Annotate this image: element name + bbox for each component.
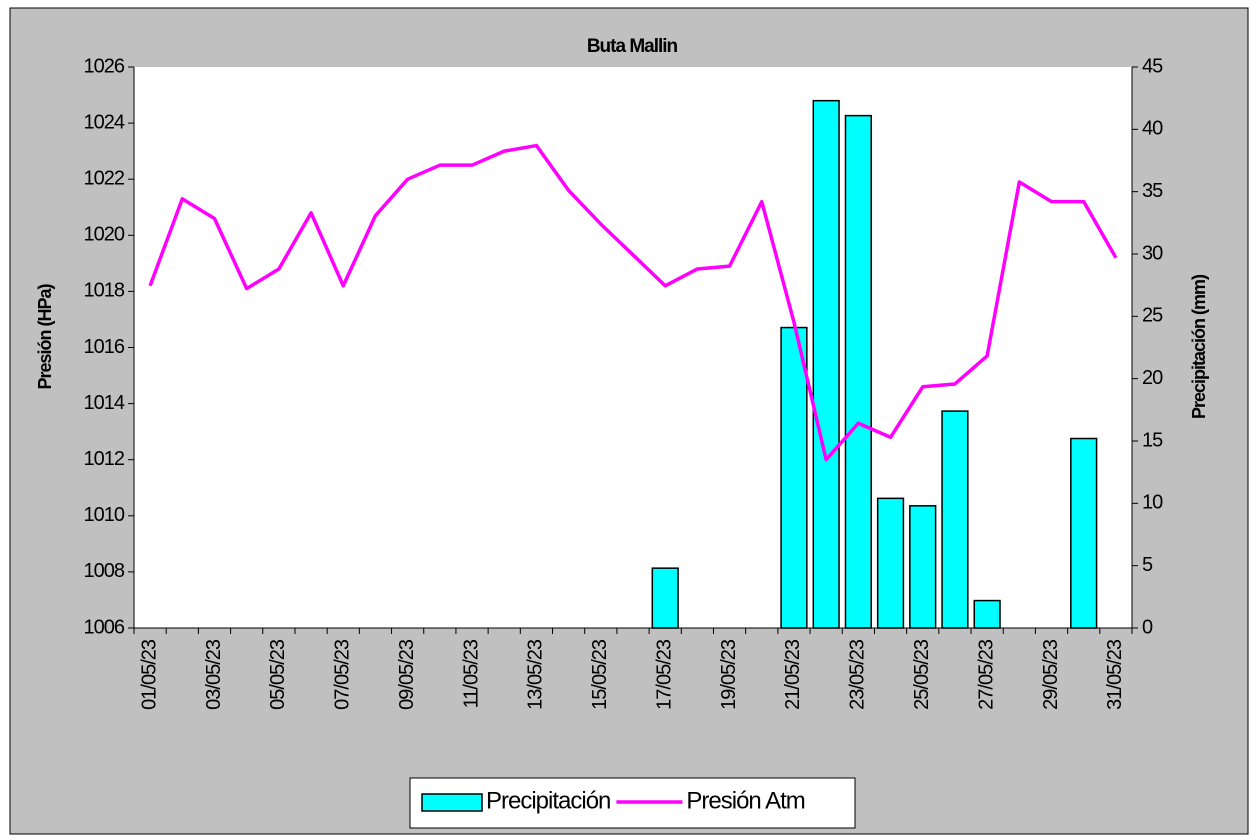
y2-tick-label: 40 [1142, 118, 1163, 140]
legend-label: Presión Atm [686, 787, 804, 814]
y2-tick-label: 15 [1142, 429, 1163, 451]
bar [973, 599, 1001, 629]
x-tick-label: 11/05/23 [460, 639, 482, 708]
x-tick-label: 31/05/23 [1104, 639, 1126, 710]
y2-axis-title: Precipitación (mm) [1189, 274, 1209, 419]
x-tick-label: 23/05/23 [847, 639, 869, 710]
x-tick-label: 19/05/23 [718, 639, 740, 710]
bar [876, 497, 905, 629]
y2-tick-label: 5 [1142, 554, 1153, 576]
x-tick-label: 13/05/23 [525, 639, 547, 710]
x-tick-label: 29/05/23 [1040, 639, 1062, 710]
bar [941, 410, 969, 629]
y-tick-label: 1022 [84, 167, 125, 189]
bar [1070, 437, 1098, 629]
y-tick-label: 1016 [84, 336, 125, 358]
legend-label: Precipitación [486, 787, 610, 814]
y-tick-label: 1006 [84, 616, 125, 638]
x-tick-label: 03/05/23 [203, 639, 225, 710]
y2-tick-label: 25 [1142, 305, 1163, 327]
x-tick-label: 27/05/23 [975, 639, 997, 710]
y2-tick-label: 0 [1142, 616, 1153, 638]
x-tick-label: 15/05/23 [589, 639, 611, 710]
x-tick-label: 25/05/23 [911, 639, 933, 710]
bar [812, 99, 840, 629]
x-tick-label: 09/05/23 [396, 639, 418, 710]
chart-title: Buta Mallin [587, 36, 678, 57]
y-tick-label: 1018 [84, 280, 125, 302]
y-axis-title: Presión (HPa) [35, 283, 55, 389]
y2-tick-label: 30 [1142, 242, 1163, 264]
line [148, 143, 1118, 462]
x-tick-label: 01/05/23 [138, 639, 160, 710]
y2-tick-label: 35 [1142, 180, 1163, 202]
y2-tick-label: 45 [1142, 55, 1163, 77]
y-tick-label: 1014 [84, 392, 125, 414]
y-tick-label: 1024 [84, 111, 125, 133]
y-tick-label: 1008 [84, 560, 125, 582]
bar [651, 567, 679, 629]
legend-swatch [421, 793, 483, 812]
y-tick-label: 1020 [84, 224, 125, 246]
x-tick-label: 21/05/23 [782, 639, 804, 710]
plot-area [134, 67, 1132, 628]
y2-tick-label: 20 [1142, 367, 1163, 389]
bar [844, 114, 872, 629]
y-tick-label: 1026 [84, 55, 125, 77]
y2-tick-label: 10 [1142, 492, 1163, 514]
x-tick-label: 07/05/23 [332, 639, 354, 710]
bar [780, 326, 808, 629]
x-tick-label: 05/05/23 [267, 639, 289, 710]
x-tick-label: 17/05/23 [653, 639, 675, 710]
bar [909, 505, 937, 629]
y-tick-label: 1010 [84, 504, 125, 526]
y-tick-label: 1012 [84, 448, 125, 470]
